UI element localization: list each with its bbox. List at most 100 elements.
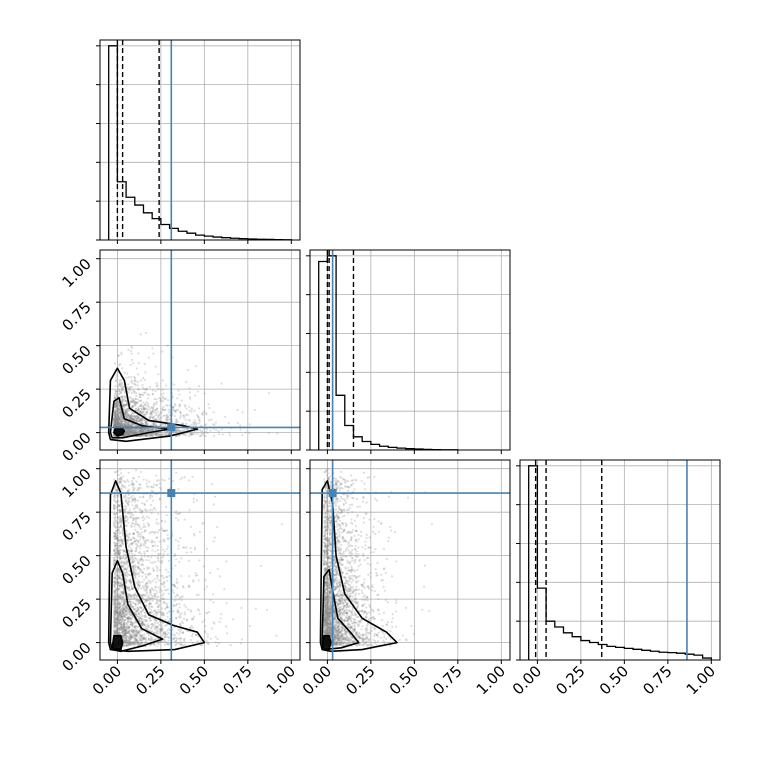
scatter-point — [113, 605, 117, 608]
scatter-point — [143, 378, 146, 381]
scatter-point — [150, 406, 153, 410]
scatter-point — [133, 416, 136, 419]
scatter-point — [146, 582, 149, 585]
scatter-point — [115, 419, 118, 422]
scatter-point — [113, 599, 116, 602]
scatter-point — [150, 413, 153, 416]
scatter-point — [127, 429, 130, 432]
scatter-point — [118, 408, 122, 411]
scatter-point — [156, 612, 159, 616]
scatter-point — [155, 433, 159, 436]
scatter-point — [118, 613, 121, 616]
scatter-point — [115, 501, 119, 504]
scatter-point — [163, 408, 166, 412]
scatter-point — [152, 569, 156, 572]
scatter-point — [189, 638, 192, 642]
scatter-point — [119, 544, 123, 548]
scatter-point — [120, 597, 123, 600]
scatter-point — [125, 525, 128, 528]
scatter-point — [159, 400, 163, 403]
scatter-point — [149, 589, 152, 593]
scatter-point — [116, 536, 119, 539]
scatter-point — [133, 626, 136, 629]
scatter-point — [116, 581, 120, 584]
scatter-point — [139, 536, 142, 539]
scatter-point — [122, 422, 125, 425]
scatter-point — [126, 489, 129, 493]
scatter-point — [123, 601, 126, 604]
scatter-point — [123, 620, 126, 623]
scatter-point — [126, 586, 129, 589]
scatter-point — [149, 611, 153, 614]
scatter-point — [112, 522, 116, 525]
scatter-point — [117, 422, 121, 425]
scatter-point — [126, 631, 129, 634]
scatter-point — [113, 532, 116, 535]
scatter-point — [123, 608, 126, 611]
scatter-point — [121, 399, 125, 402]
scatter-point — [147, 428, 150, 431]
scatter-point — [122, 599, 126, 602]
scatter-point — [122, 608, 125, 611]
scatter-point — [122, 625, 125, 628]
scatter-point — [133, 634, 137, 638]
scatter-point — [118, 614, 121, 617]
scatter-point — [141, 621, 145, 624]
scatter-point — [137, 552, 141, 555]
scatter-point — [149, 637, 152, 641]
scatter-point — [124, 633, 127, 636]
scatter-point — [134, 428, 137, 431]
scatter-point — [161, 634, 164, 637]
scatter-point — [127, 428, 130, 432]
scatter-point — [155, 418, 158, 421]
scatter-point — [134, 637, 137, 641]
scatter-point — [145, 401, 149, 404]
scatter-point — [128, 600, 131, 603]
scatter-point — [118, 553, 121, 556]
scatter-point — [142, 543, 145, 546]
scatter-point — [180, 599, 183, 602]
scatter-point — [152, 617, 156, 620]
scatter-point — [124, 403, 127, 406]
scatter-point — [113, 485, 117, 488]
scatter-point — [142, 618, 146, 621]
scatter-point — [140, 403, 143, 406]
scatter-point — [194, 574, 197, 577]
scatter-point — [142, 560, 145, 563]
scatter-point — [145, 434, 148, 437]
scatter-point — [146, 566, 149, 569]
scatter-point — [193, 546, 196, 549]
scatter-point — [129, 414, 132, 417]
scatter-point — [125, 515, 128, 519]
scatter-point — [114, 625, 117, 629]
scatter-point — [119, 623, 123, 626]
scatter-point — [123, 433, 126, 436]
scatter-point — [253, 408, 256, 411]
scatter-point — [121, 592, 124, 596]
scatter-point — [183, 414, 186, 417]
scatter-point — [127, 626, 130, 629]
scatter-point — [209, 571, 212, 575]
scatter-point — [180, 637, 183, 640]
scatter-point — [145, 411, 149, 415]
scatter-point — [177, 642, 181, 645]
scatter-point — [213, 423, 216, 427]
scatter-point — [130, 417, 133, 420]
scatter-point — [146, 550, 149, 553]
scatter-point — [125, 632, 128, 635]
scatter-point — [167, 433, 170, 436]
scatter-point — [193, 419, 196, 422]
scatter-point — [118, 417, 121, 421]
scatter-point — [133, 595, 136, 599]
scatter-point — [115, 421, 118, 424]
scatter-point — [139, 639, 142, 642]
scatter-point — [123, 618, 126, 622]
scatter-point — [164, 633, 167, 636]
scatter-point — [157, 585, 161, 589]
scatter-point — [159, 433, 163, 436]
scatter-point — [118, 539, 121, 542]
scatter-point — [117, 420, 120, 423]
scatter-point — [116, 587, 119, 590]
scatter-point — [155, 601, 158, 605]
scatter-point — [114, 423, 118, 426]
